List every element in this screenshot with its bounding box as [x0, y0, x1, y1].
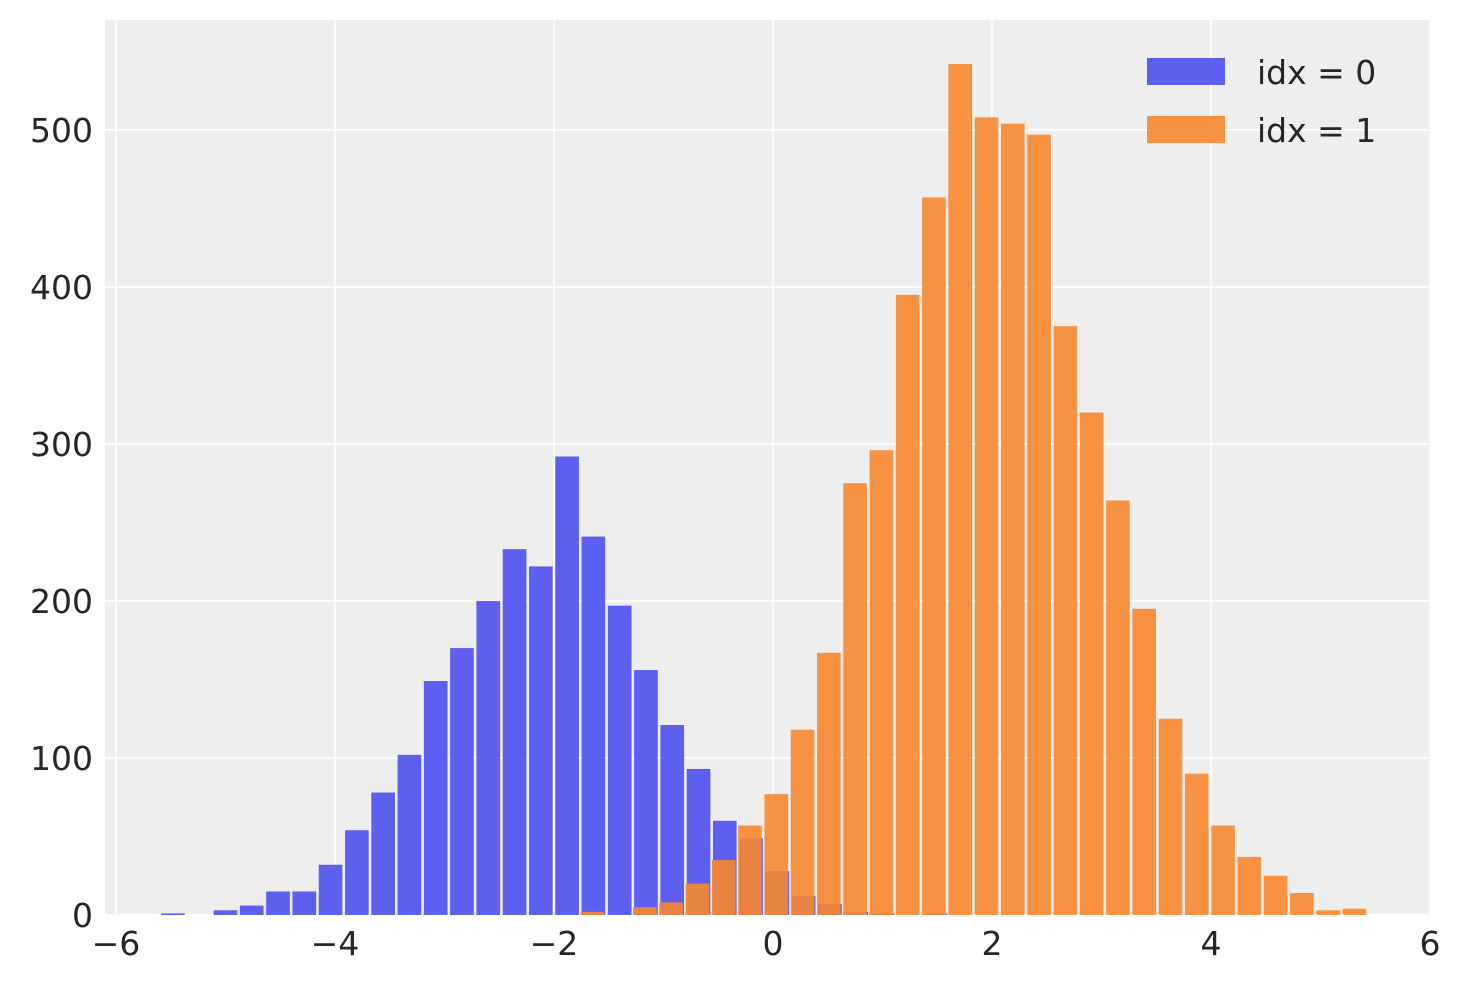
- bar-series-0: [607, 605, 632, 915]
- bar-series-1: [974, 117, 999, 915]
- bar-series-1: [1027, 134, 1051, 915]
- x-tick-label: 4: [1200, 924, 1221, 963]
- y-tick-label: 100: [30, 739, 93, 778]
- series-idx-1-bars: [580, 63, 1367, 916]
- bar-series-0: [292, 891, 317, 915]
- legend-label-idx-1: idx = 1: [1257, 111, 1376, 150]
- bar-series-1: [738, 825, 762, 915]
- bar-series-1: [790, 729, 815, 915]
- bar-series-0: [423, 681, 448, 915]
- bar-series-0: [581, 536, 606, 915]
- bar-series-1: [659, 902, 683, 915]
- bar-series-1: [1158, 718, 1183, 915]
- bar-series-0: [660, 725, 685, 915]
- bar-series-0: [397, 754, 422, 915]
- series-idx-0-bars: [161, 456, 947, 915]
- bar-series-0: [529, 566, 553, 915]
- bar-series-1: [1263, 875, 1288, 915]
- bar-series-0: [239, 905, 264, 915]
- bar-series-1: [1237, 856, 1262, 915]
- bar-series-0: [555, 456, 579, 915]
- y-tick-label: 200: [30, 582, 93, 621]
- bar-series-1: [711, 860, 736, 915]
- bar-series-0: [502, 549, 527, 915]
- bar-series-1: [764, 794, 789, 915]
- x-tick-label: 2: [981, 924, 1002, 963]
- bar-series-1: [1106, 500, 1130, 915]
- y-tick-label: 300: [30, 425, 93, 464]
- x-tick-label: 0: [762, 924, 783, 963]
- bar-series-1: [1316, 910, 1340, 915]
- legend-label-idx-0: idx = 0: [1257, 53, 1376, 92]
- bar-series-1: [1342, 908, 1367, 915]
- bar-series-1: [1000, 123, 1025, 915]
- x-axis-ticks: −6 −4 −2 0 2 4 6: [92, 924, 1441, 963]
- bar-series-1: [1079, 412, 1104, 915]
- bar-series-1: [948, 63, 973, 916]
- bar-series-0: [266, 891, 290, 915]
- bar-series-0: [161, 913, 185, 915]
- bar-series-0: [476, 600, 501, 915]
- x-tick-label: −2: [530, 924, 579, 963]
- bar-series-1: [1184, 773, 1209, 915]
- bar-series-1: [1132, 608, 1157, 915]
- bar-series-1: [816, 652, 841, 915]
- bar-series-1: [1053, 326, 1078, 915]
- bar-series-0: [371, 792, 395, 915]
- legend: idx = 0 idx = 1: [1147, 53, 1376, 150]
- y-tick-label: 400: [30, 268, 93, 307]
- bar-series-1: [685, 883, 710, 915]
- x-tick-label: 6: [1420, 924, 1441, 963]
- x-tick-label: −4: [311, 924, 360, 963]
- bar-series-1: [843, 483, 867, 915]
- y-tick-label: 500: [30, 111, 93, 150]
- y-tick-label: 0: [72, 896, 93, 935]
- legend-swatch-idx-1: [1147, 116, 1225, 143]
- bar-series-0: [634, 670, 658, 915]
- bar-series-1: [580, 911, 605, 915]
- bar-series-0: [345, 830, 369, 915]
- bar-series-0: [686, 768, 711, 915]
- bar-series-1: [869, 450, 894, 915]
- bar-series-1: [895, 294, 920, 915]
- bar-series-1: [922, 197, 946, 916]
- bar-series-0: [318, 864, 343, 915]
- bar-series-1: [1211, 825, 1235, 915]
- bar-series-1: [1290, 893, 1314, 915]
- legend-swatch-idx-0: [1147, 58, 1225, 85]
- y-axis-ticks: 0 100 200 300 400 500: [30, 111, 93, 935]
- plot-background: [105, 20, 1430, 915]
- bar-series-0: [213, 910, 238, 915]
- bar-series-1: [633, 907, 657, 915]
- x-tick-label: −6: [92, 924, 141, 963]
- bar-series-0: [450, 648, 474, 915]
